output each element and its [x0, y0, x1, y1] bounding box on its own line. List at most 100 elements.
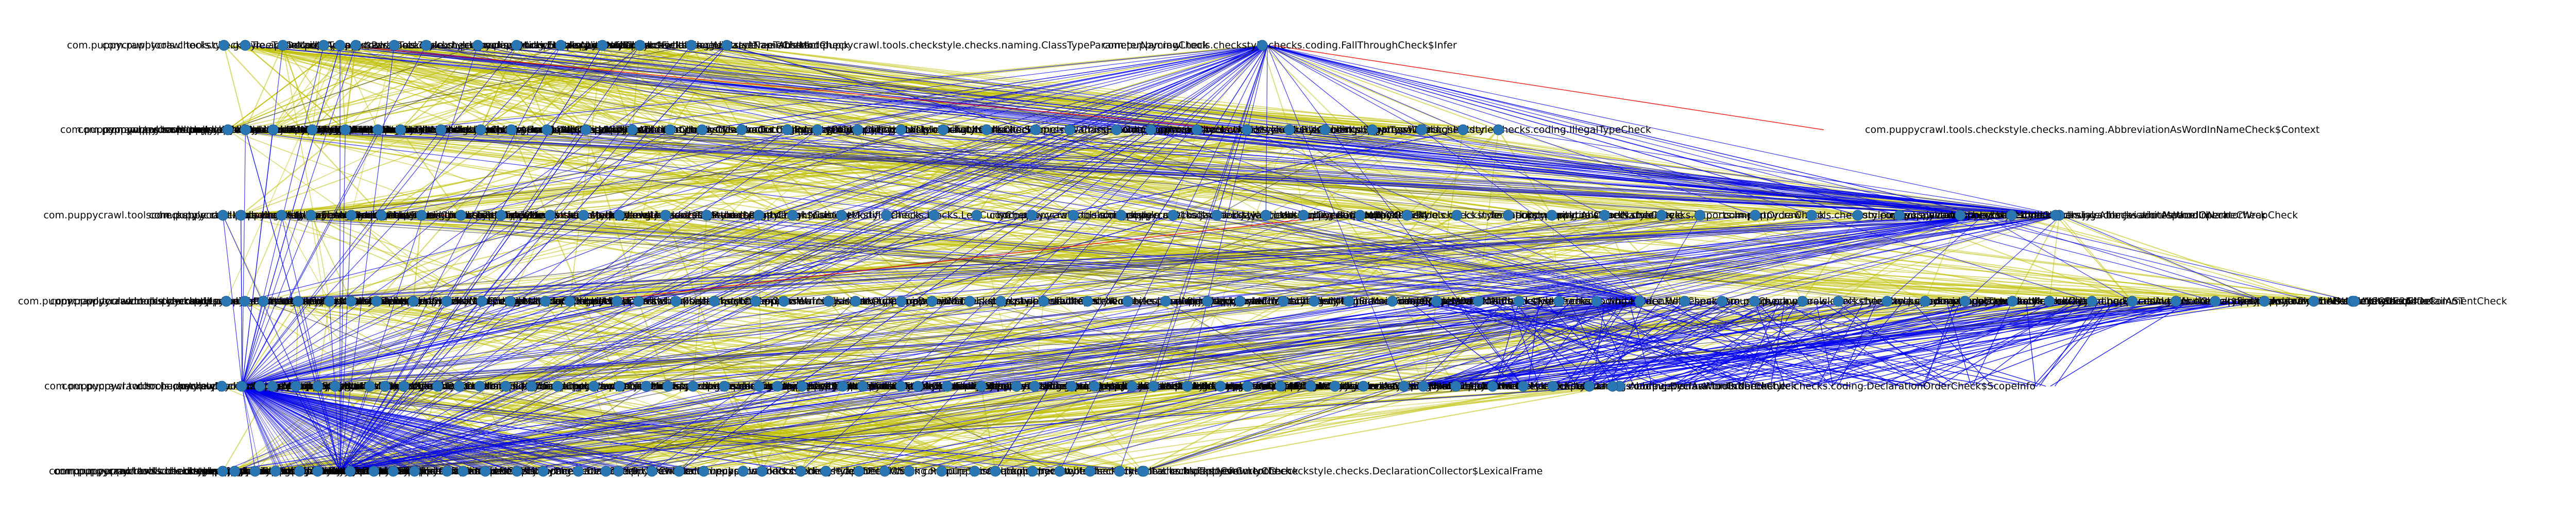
- dependency-edge: [355, 45, 1984, 216]
- dependency-edge: [1031, 129, 1117, 216]
- dependency-edge: [275, 45, 1268, 472]
- graph-node: [969, 466, 980, 477]
- node-label: com.puppycrawl.tools.checkstyle.checks.c…: [1050, 381, 1422, 392]
- graph-node: [1450, 381, 1462, 392]
- dependency-edge: [543, 215, 1984, 472]
- dependency-edge: [1428, 301, 1633, 387]
- dependency-edge: [758, 301, 856, 387]
- node-label: com.puppycrawl.tools.checkstyle.checks.c…: [164, 124, 580, 135]
- graph-node: [670, 296, 682, 307]
- dependency-edge: [242, 386, 490, 472]
- node-label: com.puppycrawl.tools.checkstyle.checks.c…: [1190, 381, 1606, 392]
- node-label: com.puppycrawl.tools.checkstyle.checks.c…: [1122, 124, 1442, 135]
- dependency-edge: [242, 386, 438, 472]
- dependency-edge: [393, 45, 1268, 472]
- dependency-edge: [376, 215, 2061, 302]
- dependency-edge: [605, 215, 1984, 472]
- dependency-edge: [226, 301, 901, 387]
- dependency-edge: [970, 301, 1335, 387]
- dependency-edge: [242, 386, 644, 472]
- graph-node: [1547, 381, 1558, 392]
- node-label: com.puppycrawl.tools.checkstyle.api.File…: [771, 381, 1015, 392]
- dependency-edge: [1143, 215, 1984, 472]
- dependency-edge: [1398, 301, 1849, 387]
- dependency-edge: [478, 45, 2061, 216]
- graph-node: [795, 466, 806, 477]
- dependency-edge: [1116, 45, 1268, 130]
- graph-node: [2007, 296, 2018, 307]
- graph-node: [500, 381, 512, 392]
- graph-node: [1920, 296, 1931, 307]
- dependency-edge: [437, 386, 975, 472]
- dependency-edge: [242, 386, 571, 472]
- dependency-edge: [858, 385, 1221, 472]
- graph-node: [1955, 210, 1966, 221]
- dependency-edge: [1165, 301, 1311, 387]
- graph-node: [496, 210, 507, 221]
- dependency-edge: [817, 129, 1217, 216]
- dependency-edge: [547, 129, 1755, 216]
- dependency-edge: [340, 129, 703, 472]
- dependency-edge: [242, 386, 309, 472]
- dependency-edge: [234, 386, 460, 472]
- graph-node: [441, 296, 452, 307]
- graph-node: [573, 466, 584, 477]
- graph-node: [976, 381, 987, 392]
- dependency-edge: [1655, 301, 1941, 387]
- node-label: com.puppycrawl.tools.checkstyle.api.Toke…: [49, 466, 289, 477]
- graph-node: [294, 466, 305, 477]
- dependency-edge: [242, 386, 430, 472]
- dependency-edge: [545, 214, 1304, 302]
- graph-node: [1599, 210, 1610, 221]
- dependency-edge: [242, 386, 386, 472]
- dependency-edge: [1267, 45, 2265, 302]
- dependency-edge: [245, 45, 283, 130]
- graph-node: [545, 210, 556, 221]
- dependency-edge: [282, 45, 346, 130]
- dependency-edge: [1031, 215, 2353, 302]
- graph-node: [345, 296, 357, 307]
- dependency-edge: [242, 386, 329, 472]
- dependency-edge: [2026, 301, 2036, 387]
- dependency-edge: [817, 129, 1032, 216]
- graph-node: [1487, 381, 1498, 392]
- dependency-edge: [394, 45, 1197, 130]
- dependency-edge: [510, 215, 759, 302]
- dependency-edge: [281, 215, 1349, 302]
- dependency-edge: [639, 45, 1247, 130]
- graph-node: [277, 40, 289, 51]
- dependency-edge: [242, 45, 357, 387]
- graph-node: [267, 381, 278, 392]
- dependency-edge: [1267, 45, 1421, 130]
- dependency-edge: [242, 386, 319, 472]
- dependency-edge: [1476, 301, 1694, 387]
- dependency-edge: [440, 129, 1984, 216]
- dependency-edge: [1267, 45, 1755, 216]
- dependency-edge: [702, 45, 1268, 130]
- dependency-edge: [242, 386, 623, 472]
- dependency-edge: [1449, 301, 2183, 387]
- dependency-edge: [859, 386, 1613, 472]
- dependency-edge: [668, 386, 1120, 472]
- dependency-edge: [1267, 45, 1523, 387]
- dependency-edge: [242, 386, 687, 472]
- graph-node: [1064, 124, 1075, 135]
- graph-node: [2044, 296, 2055, 307]
- graph-node: [837, 381, 848, 392]
- dependency-edge: [414, 45, 1268, 472]
- dependency-edge: [1272, 45, 1824, 130]
- graph-node: [736, 124, 747, 135]
- dependency-edge: [245, 129, 759, 216]
- dependency-edge: [594, 301, 1649, 387]
- node-label: com.puppycrawl.tools.checkstyle.checks.j…: [534, 124, 856, 135]
- graph-node: [379, 381, 391, 392]
- graph-node: [1234, 296, 1246, 307]
- graph-node: [701, 210, 713, 221]
- dependency-edge: [242, 386, 256, 472]
- dependency-edge: [378, 44, 1263, 131]
- dependency-edge: [1508, 215, 2013, 302]
- dependency-edge: [918, 215, 1984, 387]
- graph-node: [1298, 210, 1309, 221]
- dependency-edge: [859, 301, 1649, 472]
- graph-node: [614, 210, 625, 221]
